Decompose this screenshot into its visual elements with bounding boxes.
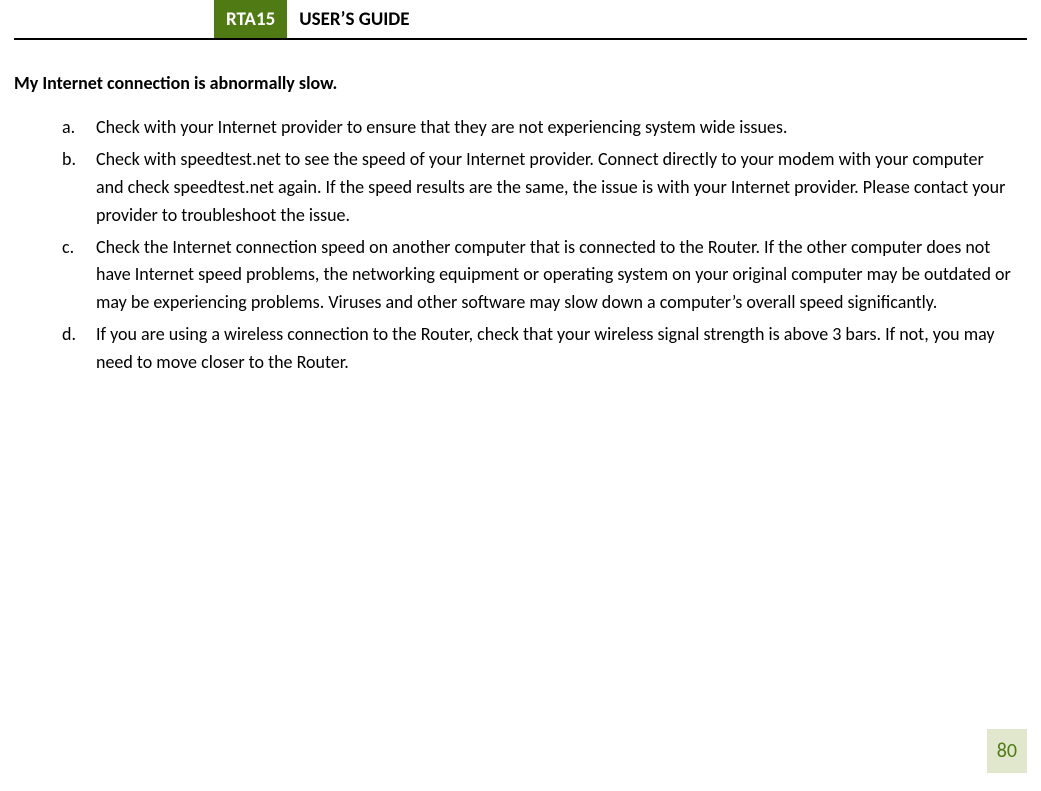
list-marker: a. — [62, 114, 96, 142]
document-header: RTA15 USER’S GUIDE — [14, 0, 1027, 40]
list-text: If you are using a wireless connection t… — [96, 321, 1027, 377]
list-item: c. Check the Internet connection speed o… — [62, 234, 1027, 318]
list-item: a. Check with your Internet provider to … — [62, 114, 1027, 142]
list-marker: b. — [62, 146, 96, 230]
header-badge: RTA15 — [214, 0, 287, 38]
ordered-list: a. Check with your Internet provider to … — [14, 114, 1027, 377]
list-marker: c. — [62, 234, 96, 318]
list-item: b. Check with speedtest.net to see the s… — [62, 146, 1027, 230]
list-text: Check the Internet connection speed on a… — [96, 234, 1027, 318]
page-number: 80 — [987, 729, 1027, 773]
header-title: USER’S GUIDE — [287, 0, 421, 38]
list-item: d. If you are using a wireless connectio… — [62, 321, 1027, 377]
list-text: Check with your Internet provider to ens… — [96, 114, 1027, 142]
document-body: My Internet connection is abnormally slo… — [0, 40, 1041, 377]
list-marker: d. — [62, 321, 96, 377]
section-heading: My Internet connection is abnormally slo… — [14, 72, 1027, 94]
list-text: Check with speedtest.net to see the spee… — [96, 146, 1027, 230]
